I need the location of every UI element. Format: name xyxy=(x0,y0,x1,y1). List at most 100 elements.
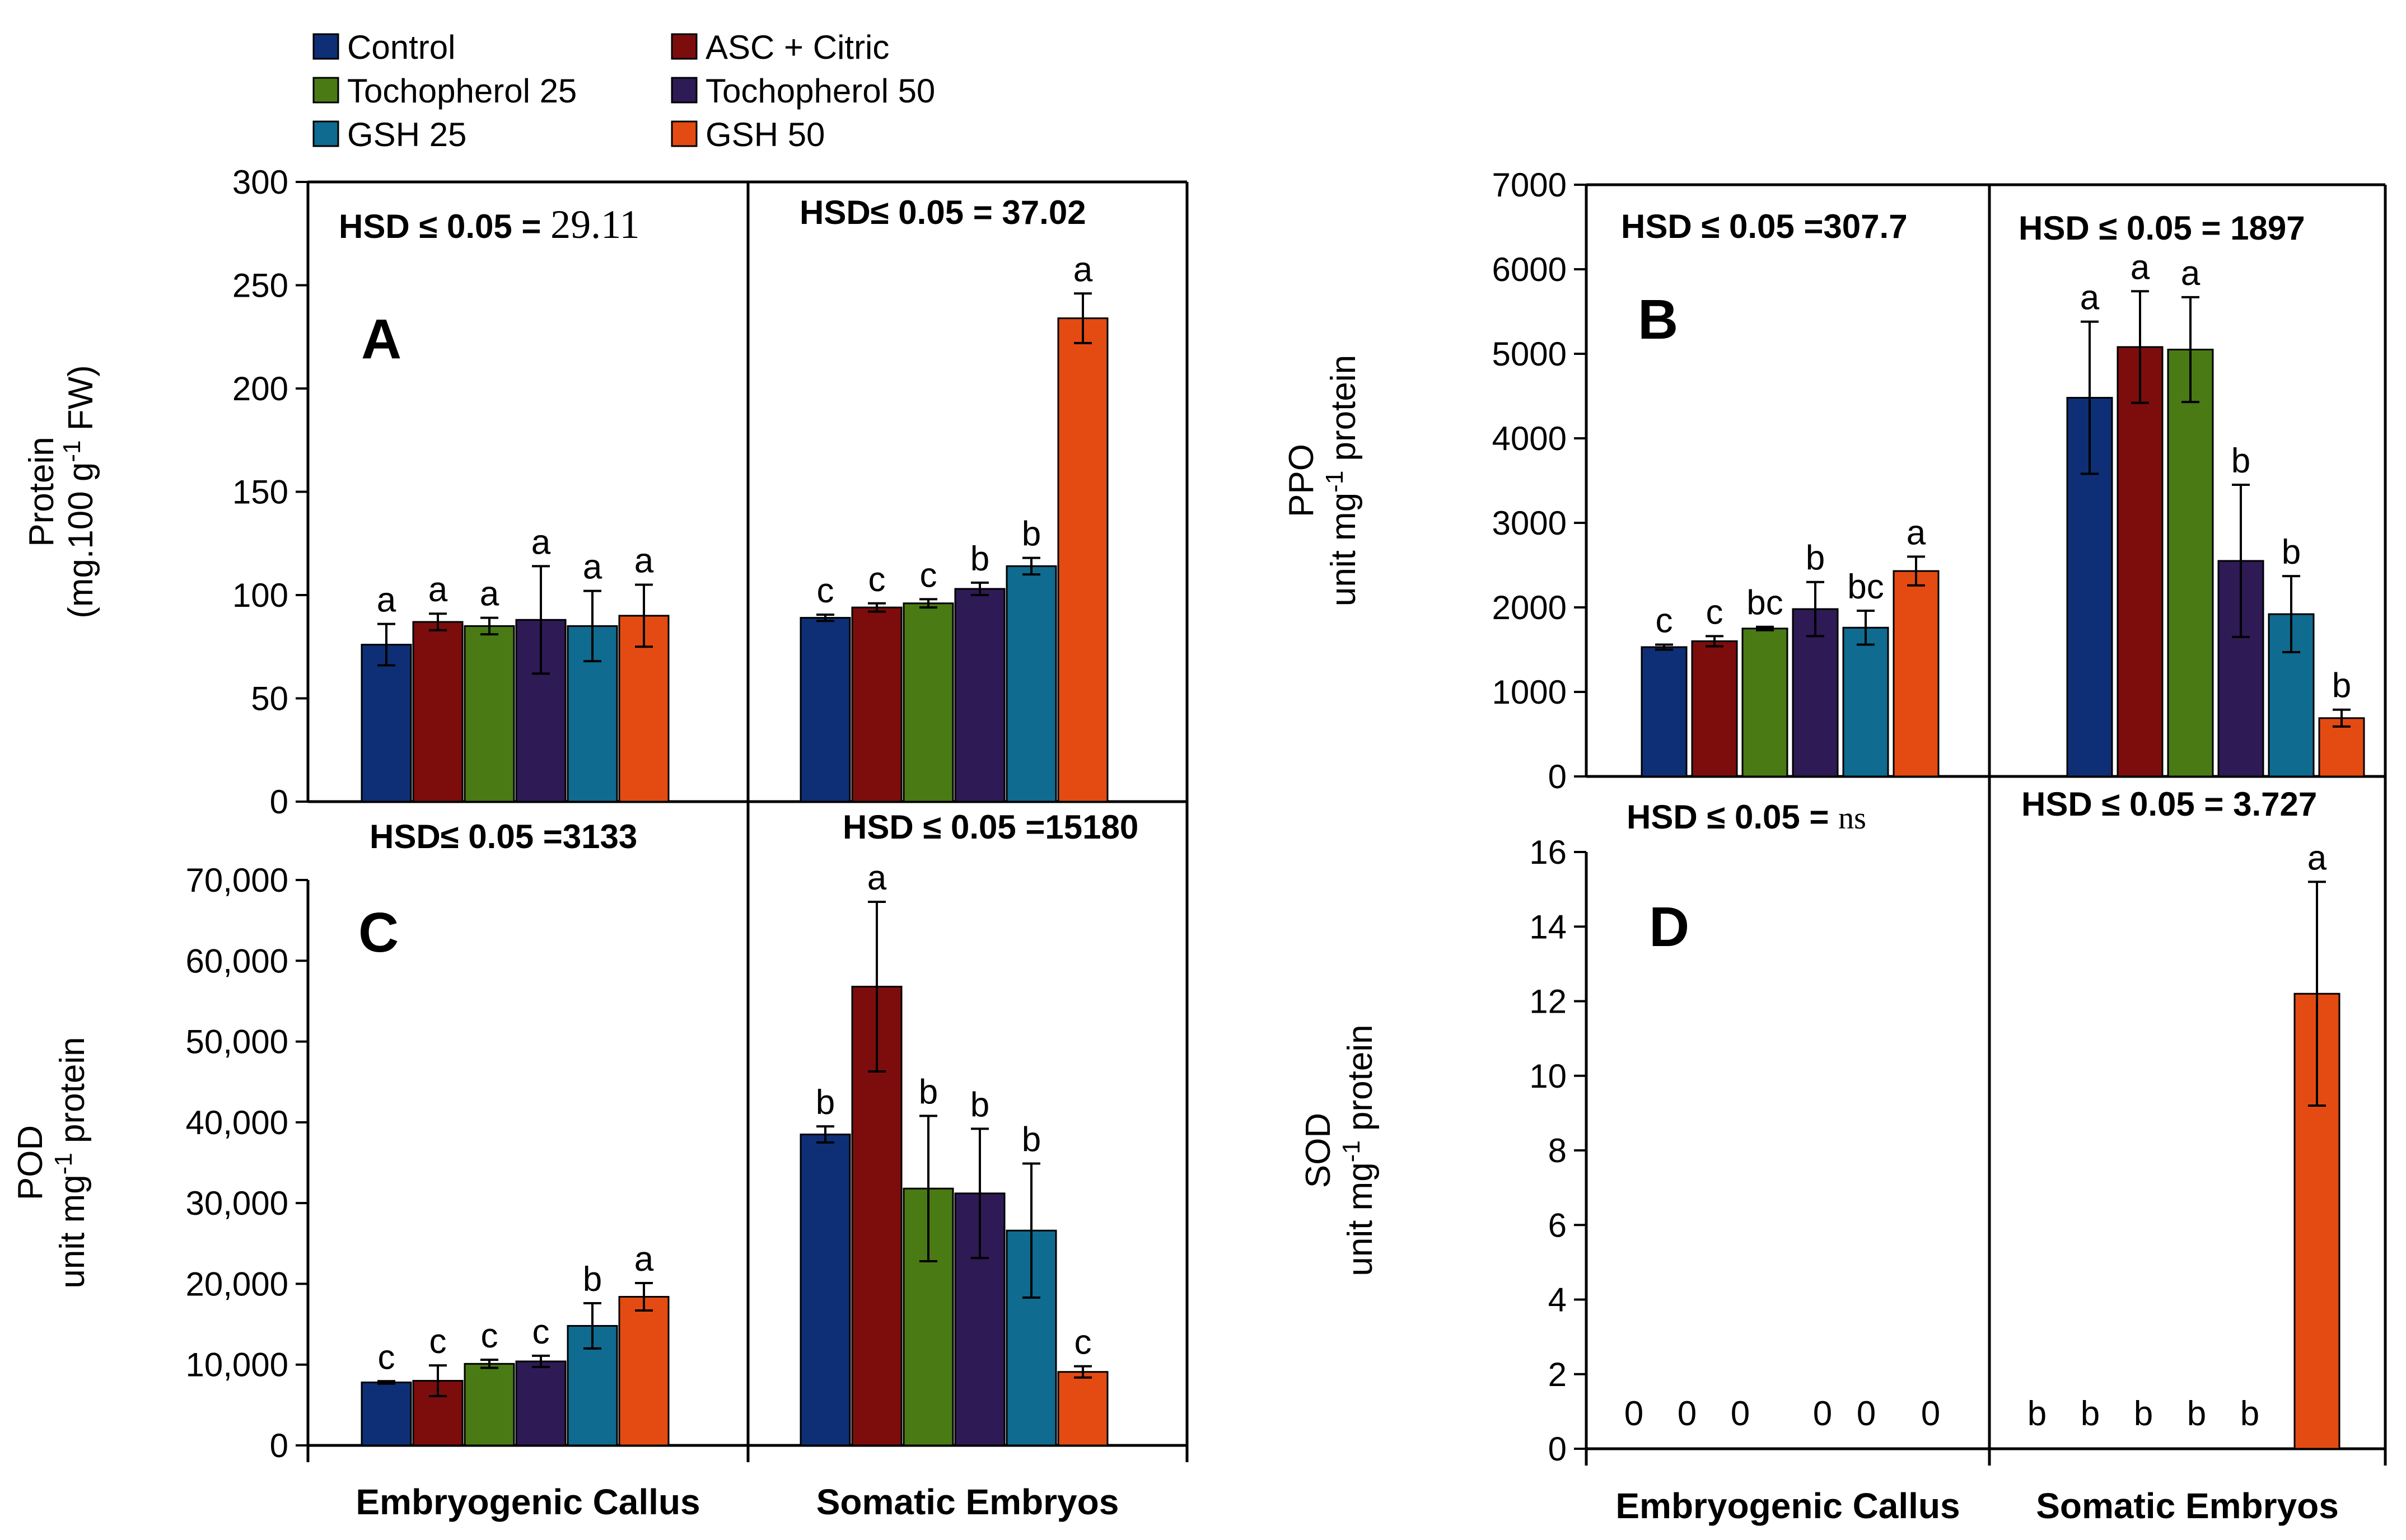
hsd-annotation: HSD ≤ 0.05 = ns xyxy=(1627,798,1866,836)
legend-label: Control xyxy=(347,29,455,66)
legend: Control ASC + Citric Tochopherol 25 Tochoph… xyxy=(312,29,935,153)
significance-letter: a xyxy=(2131,248,2150,287)
significance-letter: 0 xyxy=(1678,1394,1697,1433)
bar xyxy=(2318,717,2365,778)
y-axis-unit-text: FW) xyxy=(62,365,100,440)
hsd-annotation: HSD ≤ 0.05 =15180 xyxy=(843,808,1138,846)
bar xyxy=(1006,565,1057,803)
bar xyxy=(954,588,1006,803)
significance-letter: c xyxy=(532,1313,550,1351)
bar xyxy=(1842,626,1889,778)
bar xyxy=(1057,317,1109,803)
y-tick-label: 8 xyxy=(1548,1132,1567,1169)
hsd-text: HSD ≤ 0.05 = xyxy=(339,208,550,245)
significance-letter: b xyxy=(2134,1394,2153,1433)
y-tick-label: 4 xyxy=(1548,1281,1567,1319)
significance-letter: a xyxy=(1907,513,1926,552)
y-axis-unit-text: protein xyxy=(1324,355,1363,471)
hsd-annotation: HSD ≤ 0.05 = 3.727 xyxy=(2021,785,2317,823)
significance-letter: c xyxy=(868,560,886,599)
bar xyxy=(1641,646,1688,778)
y-axis-unit-label: unit mg-1 protein xyxy=(1321,355,1363,606)
significance-letter: b xyxy=(2332,667,2351,705)
y-tick-label: 3000 xyxy=(1492,504,1567,542)
y-tick-label: 1000 xyxy=(1492,673,1567,711)
legend-label: ASC + Citric xyxy=(706,29,889,66)
significance-letter: b xyxy=(2231,442,2250,480)
panel-label: C xyxy=(358,901,399,964)
bar xyxy=(464,1363,515,1447)
hsd-annotation: HSD ≤ 0.05 = 29.11 xyxy=(339,202,639,247)
y-tick-label: 0 xyxy=(1548,758,1567,795)
significance-letter: a xyxy=(377,581,396,620)
significance-letter: b xyxy=(1022,515,1041,554)
significance-letter: 0 xyxy=(1921,1394,1940,1433)
significance-letter: a xyxy=(531,523,551,561)
significance-letter: b xyxy=(816,1083,835,1122)
bar xyxy=(1691,640,1738,778)
y-tick-label: 250 xyxy=(232,267,288,305)
legend-label: Tochopherol 25 xyxy=(347,72,577,110)
y-axis-unit-superscript: -1 xyxy=(50,1153,77,1174)
y-tick-label: 60,000 xyxy=(185,942,288,980)
significance-letter: bc xyxy=(1847,568,1884,606)
hsd-text: HSD ≤ 0.05 =15180 xyxy=(843,808,1138,846)
significance-letter: c xyxy=(429,1322,447,1361)
hsd-annotation: HSD ≤ 0.05 =307.7 xyxy=(1621,208,1908,245)
panel-label: A xyxy=(361,308,401,371)
y-tick-label: 6 xyxy=(1548,1206,1567,1244)
y-tick-label: 0 xyxy=(270,1427,288,1464)
bar xyxy=(2117,346,2164,778)
significance-letter: b xyxy=(2027,1394,2047,1433)
y-axis-label: PPO xyxy=(1282,444,1321,517)
bar xyxy=(903,602,954,803)
significance-letter: c xyxy=(1074,1323,1092,1362)
y-axis-unit-text: protein xyxy=(1341,1024,1380,1140)
legend-swatch xyxy=(312,33,339,60)
y-tick-label: 0 xyxy=(1548,1430,1567,1468)
y-tick-label: 100 xyxy=(232,577,288,614)
y-axis-unit-text: unit mg xyxy=(1324,493,1363,606)
bar xyxy=(361,644,412,803)
significance-letter: c xyxy=(481,1317,498,1355)
significance-letter: b xyxy=(919,1073,938,1111)
y-axis-unit-text: unit mg xyxy=(1341,1162,1380,1276)
significance-letter: c xyxy=(1706,593,1723,631)
significance-letter: bc xyxy=(1746,584,1783,622)
y-tick-label: 40,000 xyxy=(185,1104,288,1141)
y-axis-unit-text: (mg.100 g xyxy=(62,462,100,619)
bar xyxy=(851,606,903,803)
y-tick-label: 14 xyxy=(1529,908,1567,945)
y-tick-label: 10 xyxy=(1529,1057,1567,1095)
significance-letter: b xyxy=(2240,1394,2259,1433)
x-category-label: Embryogenic Callus xyxy=(356,1482,700,1522)
y-tick-label: 70,000 xyxy=(185,862,288,899)
legend-label: GSH 25 xyxy=(347,116,466,153)
legend-label: Tochopherol 50 xyxy=(706,72,935,110)
significance-letter: c xyxy=(378,1338,395,1377)
panel-label: B xyxy=(1638,288,1678,351)
hsd-annotation: HSD ≤ 0.05 = 1897 xyxy=(2019,209,2305,247)
bar xyxy=(800,617,851,803)
panel-c-pod-chart: 0 10,000 20,000 30,000 40,000 50,000 60,000 70,… xyxy=(11,802,1189,1522)
hsd-value: ns xyxy=(1838,801,1866,836)
y-axis-label: Protein xyxy=(22,437,61,546)
y-axis-label: SOD xyxy=(1299,1113,1338,1188)
significance-letter: b xyxy=(2282,533,2301,572)
significance-letter: a xyxy=(2181,254,2201,293)
y-tick-label: 200 xyxy=(232,370,288,408)
y-tick-label: 4000 xyxy=(1492,420,1567,457)
significance-letter: b xyxy=(583,1260,602,1299)
bar xyxy=(412,621,464,803)
y-axis-unit-text: unit mg xyxy=(53,1174,92,1288)
bar xyxy=(1741,628,1788,778)
bar xyxy=(361,1381,412,1447)
y-axis-unit-superscript: -1 xyxy=(1321,471,1348,493)
significance-letter: 0 xyxy=(1813,1394,1832,1433)
significance-letter: a xyxy=(428,570,448,609)
x-category-label: Somatic Embryos xyxy=(816,1482,1119,1522)
panel-label: D xyxy=(1649,896,1689,958)
significance-letter: a xyxy=(867,859,887,897)
bar xyxy=(464,625,515,803)
